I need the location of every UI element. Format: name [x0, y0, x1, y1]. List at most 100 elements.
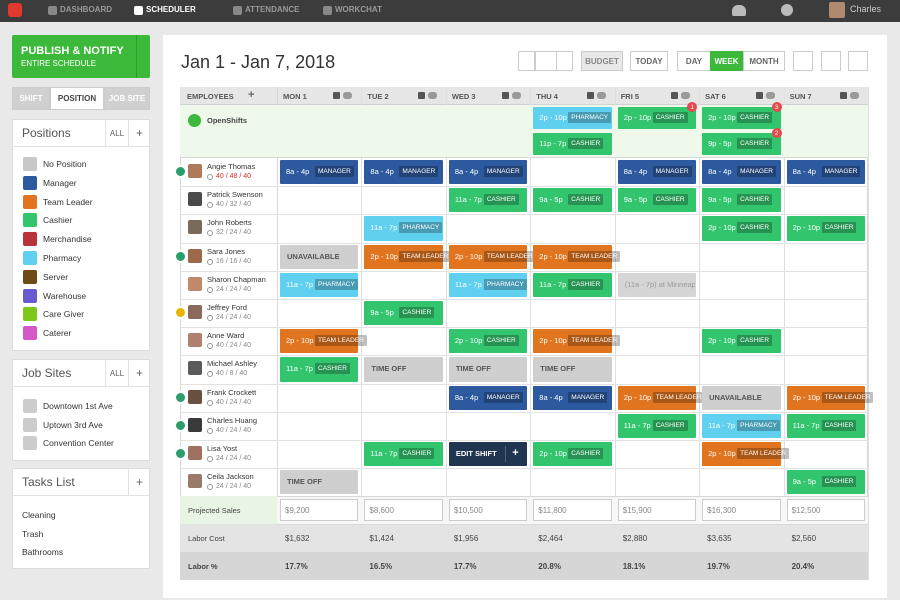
task-name[interactable]: Trash [22, 528, 44, 539]
nav-item[interactable]: ATTENDANCE [245, 5, 300, 14]
position-name[interactable]: Warehouse [43, 290, 87, 301]
shift[interactable]: 2p - 10p TEAM LEADER [533, 244, 621, 269]
task-name[interactable]: Bathrooms [22, 547, 64, 557]
nav-item[interactable]: WORKCHAT [335, 5, 382, 14]
position-name[interactable]: No Position [43, 159, 87, 169]
shift[interactable]: 11p - 7p CASHIER [533, 133, 612, 155]
position-swatch[interactable] [23, 213, 37, 228]
position-name[interactable]: Server [43, 271, 69, 282]
shift[interactable]: 2p - 10p TEAM LEADER [786, 385, 874, 410]
all-button[interactable]: ALL [109, 128, 125, 138]
position-swatch[interactable] [23, 175, 37, 190]
employee-name[interactable]: Sara Jones [207, 246, 245, 256]
position-name[interactable]: Pharmacy [43, 253, 82, 263]
shift[interactable]: TIME OFF [364, 357, 443, 382]
shift[interactable]: 9a - 5p CASHIER [364, 301, 443, 326]
employee-name[interactable]: Charles Huang [207, 415, 258, 425]
shift[interactable]: 9a - 5p CASHIER [617, 188, 697, 213]
user-name[interactable]: Charles [850, 4, 882, 14]
shift[interactable]: 2p - 10p CASHIER [533, 442, 612, 467]
shift[interactable]: 8a - 4p MANAGER [617, 160, 697, 185]
employee-name[interactable]: Anne Ward [207, 331, 245, 341]
shift[interactable]: 2p - 10p TEAM LEADER [702, 442, 790, 467]
view-button[interactable]: TODAY [630, 51, 668, 71]
shift[interactable]: 11a - 7p CASHIER [786, 413, 865, 438]
position-swatch[interactable] [23, 326, 37, 341]
task-name[interactable]: Cleaning [22, 510, 56, 520]
shift[interactable]: TIME OFF [533, 357, 612, 382]
add-button[interactable]: + [135, 126, 143, 140]
view-button[interactable]: MONTH [743, 51, 785, 71]
add-button[interactable]: + [135, 475, 143, 489]
shift[interactable]: 8a - 4p MANAGER [364, 160, 443, 185]
sidebar-tab[interactable]: POSITION [50, 87, 104, 110]
employee-name[interactable]: Ceila Jackson [207, 472, 254, 482]
nav-item[interactable]: SCHEDULER [146, 5, 196, 14]
logo[interactable] [8, 3, 22, 17]
shift[interactable]: 11a - 7p CASHIER [280, 357, 359, 382]
shift[interactable]: 2p - 10p TEAM LEADER [617, 385, 705, 410]
next-button[interactable] [556, 51, 573, 71]
shift[interactable]: 9a - 5p CASHIER [702, 188, 781, 213]
sales-input[interactable] [702, 499, 781, 522]
shift[interactable]: 9p - 5p CASHIER 2 [702, 128, 782, 155]
position-name[interactable]: Cashier [43, 215, 73, 226]
shift[interactable]: 2p - 10p TEAM LEADER [533, 329, 621, 354]
position-swatch[interactable] [23, 194, 37, 209]
position-name[interactable]: Care Giver [43, 309, 85, 320]
sales-input[interactable] [617, 499, 697, 522]
shift[interactable]: 8a - 4p MANAGER [533, 385, 612, 410]
position-swatch[interactable] [23, 232, 37, 247]
shift[interactable]: 2p - 10p TEAM LEADER [364, 244, 452, 269]
sales-input[interactable] [280, 499, 359, 522]
shift[interactable]: 2p - 10p CASHIER 3 [702, 102, 782, 129]
settings-icon[interactable] [781, 4, 793, 16]
nav-item[interactable]: DASHBOARD [60, 5, 112, 14]
add-shift[interactable]: + [512, 447, 519, 460]
position-swatch[interactable] [23, 288, 37, 303]
view-button[interactable]: WEEK [710, 51, 743, 71]
sidebar-tab[interactable]: JOB SITE [104, 87, 150, 110]
shift[interactable]: TIME OFF [448, 357, 528, 382]
shift[interactable]: 2p - 10p CASHIER [786, 216, 865, 241]
shift[interactable]: UNAVAILABLE [702, 385, 781, 410]
shift[interactable]: TIME OFF [280, 470, 359, 495]
sales-input[interactable] [786, 499, 865, 522]
settings-button[interactable] [821, 51, 841, 71]
shift[interactable]: 2p - 10p CASHIER [702, 329, 781, 354]
view-button[interactable]: BUDGET [581, 51, 623, 71]
shift[interactable]: 2p - 10p CASHIER [702, 216, 781, 241]
shift[interactable]: 11a - 7p PHARMACY [702, 413, 781, 438]
shift[interactable]: 8a - 4p MANAGER [448, 385, 528, 410]
shift[interactable]: 9a - 5p CASHIER [786, 470, 865, 495]
shift[interactable]: 11a - 7p PHARMACY [280, 272, 359, 297]
shift[interactable]: 2p - 10p CASHIER [448, 329, 528, 354]
all-button[interactable]: ALL [109, 368, 125, 378]
employee-name[interactable]: Michael Ashley [207, 359, 258, 369]
position-swatch[interactable] [23, 307, 37, 322]
sales-input[interactable] [364, 499, 443, 522]
notify-icon[interactable] [732, 5, 746, 16]
shift[interactable]: 11a - 7p CASHIER [617, 413, 697, 438]
sidebar-tab[interactable]: SHIFT [12, 87, 50, 110]
position-name[interactable]: Caterer [43, 328, 72, 339]
job-site-name[interactable]: Convention Center [43, 438, 114, 448]
print-button[interactable] [793, 51, 813, 71]
add-button[interactable]: + [135, 366, 143, 380]
shift[interactable]: 2p - 10p TEAM LEADER [448, 244, 536, 269]
job-site-name[interactable]: Uptown 3rd Ave [43, 419, 103, 430]
employee-name[interactable]: Patrick Swenson [207, 190, 263, 200]
position-name[interactable]: Manager [43, 177, 77, 188]
employee-name[interactable]: Frank Crockett [207, 387, 257, 397]
position-name[interactable]: Merchandise [43, 234, 92, 245]
shift[interactable]: 11a - 7p PHARMACY [364, 216, 443, 241]
employee-name[interactable]: Angie Thomas [207, 162, 256, 171]
shift[interactable]: 8a - 4p MANAGER [280, 160, 359, 185]
sales-input[interactable] [533, 499, 612, 522]
prev-button[interactable] [518, 51, 535, 71]
add-employee[interactable]: + [248, 89, 255, 101]
shift[interactable]: EDIT SHIFT + [448, 442, 528, 467]
position-swatch[interactable] [23, 157, 37, 171]
shift[interactable]: 9a - 5p CASHIER [533, 188, 612, 213]
publish-button[interactable]: PUBLISH & NOTIFY ENTIRE SCHEDULE [12, 35, 150, 78]
